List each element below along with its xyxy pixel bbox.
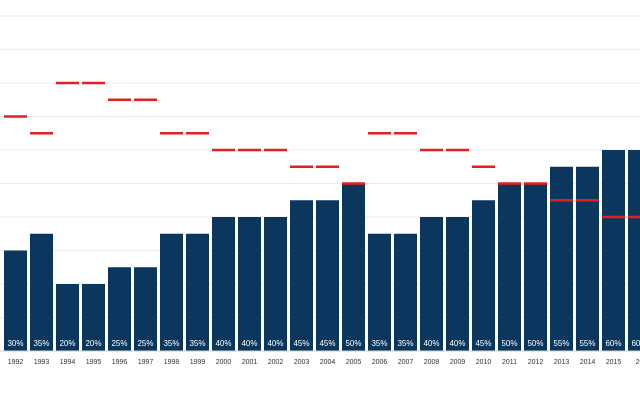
bar-label-2014: 55% — [579, 339, 595, 348]
tick-label-2004: 2004 — [320, 359, 336, 366]
bar-label-2012: 50% — [527, 339, 543, 348]
tick-label-1999: 1999 — [190, 359, 206, 366]
x-axis-ticks: 1992 1993 1994 1995 1996 1997 1998 1999 2000 2001… — [8, 359, 640, 366]
bar-label-2010: 45% — [475, 339, 491, 348]
bar-label-1994: 20% — [59, 339, 75, 348]
bar-2002 — [264, 217, 287, 351]
bar-2003 — [290, 200, 313, 351]
tick-label-2008: 2008 — [424, 359, 440, 366]
bar-1992 — [4, 250, 27, 351]
tick-label-2013: 2013 — [554, 359, 570, 366]
tick-label-1997: 1997 — [138, 359, 154, 366]
tick-label-1992: 1992 — [8, 359, 24, 366]
bar-2012 — [524, 183, 547, 351]
bar-2008 — [420, 217, 443, 351]
bar-1998 — [160, 233, 183, 351]
bar-2010 — [472, 200, 495, 351]
bar-1994 — [56, 284, 79, 351]
tick-label-1998: 1998 — [164, 359, 180, 366]
tick-label-2003: 2003 — [294, 359, 310, 366]
bar-label-2000: 40% — [215, 339, 231, 348]
tick-label-2011: 2011 — [502, 359, 517, 366]
bar-label-2009: 40% — [449, 339, 465, 348]
bar-label-1996: 25% — [111, 339, 127, 348]
tick-label-2000: 2000 — [216, 359, 232, 366]
bar-label-1997: 25% — [137, 339, 153, 348]
bar-2016 — [628, 150, 640, 351]
bar-label-2013: 55% — [553, 339, 569, 348]
bar-2000 — [212, 217, 235, 351]
bar-2006 — [368, 233, 391, 351]
bar-value-labels: 30% 35% 20% 20% 25% 25% 35% 35% 40% 40% 40% 45% 45% 5… — [7, 339, 640, 348]
tick-label-1995: 1995 — [86, 359, 102, 366]
bar-2015 — [602, 150, 625, 351]
bar-label-2002: 40% — [267, 339, 283, 348]
bar-label-2006: 35% — [371, 339, 387, 348]
tick-label-2007: 2007 — [398, 359, 414, 366]
bar-1993 — [30, 233, 53, 351]
tick-label-1994: 1994 — [60, 359, 76, 366]
bar-series — [4, 150, 640, 351]
tick-label-2009: 2009 — [450, 359, 466, 366]
tick-label-2010: 2010 — [476, 359, 492, 366]
tick-label-2006: 2006 — [372, 359, 388, 366]
tick-label-2015: 2015 — [606, 359, 622, 366]
bar-label-1993: 35% — [33, 339, 49, 348]
bar-2004 — [316, 200, 339, 351]
bar-1995 — [82, 284, 105, 351]
bar-1996 — [108, 267, 131, 351]
tick-label-1996: 1996 — [112, 359, 128, 366]
bar-2009 — [446, 217, 469, 351]
tick-label-1993: 1993 — [34, 359, 50, 366]
bar-2014 — [576, 166, 599, 351]
bar-label-2007: 35% — [397, 339, 413, 348]
bar-2005 — [342, 183, 365, 351]
bar-label-2008: 40% — [423, 339, 439, 348]
marker-series — [4, 81, 640, 219]
bar-label-1999: 35% — [189, 339, 205, 348]
tick-label-2001: 2001 — [242, 359, 258, 366]
bar-label-1992: 30% — [7, 339, 23, 348]
bar-label-2004: 45% — [319, 339, 335, 348]
bar-2013 — [550, 166, 573, 351]
tick-label-2005: 2005 — [346, 359, 362, 366]
bar-2001 — [238, 217, 261, 351]
tick-label-2016: 20 — [636, 359, 640, 366]
bar-label-1998: 35% — [163, 339, 179, 348]
bar-1997 — [134, 267, 157, 351]
bar-label-2001: 40% — [241, 339, 257, 348]
tick-label-2002: 2002 — [268, 359, 284, 366]
bar-2007 — [394, 233, 417, 351]
bar-label-2015: 60% — [605, 339, 621, 348]
bar-label-1995: 20% — [85, 339, 101, 348]
bar-label-2003: 45% — [293, 339, 309, 348]
bar-1999 — [186, 233, 209, 351]
bar-2011 — [498, 183, 521, 351]
bar-label-2005: 50% — [345, 339, 361, 348]
bar-label-2011: 50% — [501, 339, 517, 348]
tick-label-2012: 2012 — [528, 359, 544, 366]
tick-label-2014: 2014 — [580, 359, 596, 366]
bar-label-2016: 60% — [631, 339, 640, 348]
